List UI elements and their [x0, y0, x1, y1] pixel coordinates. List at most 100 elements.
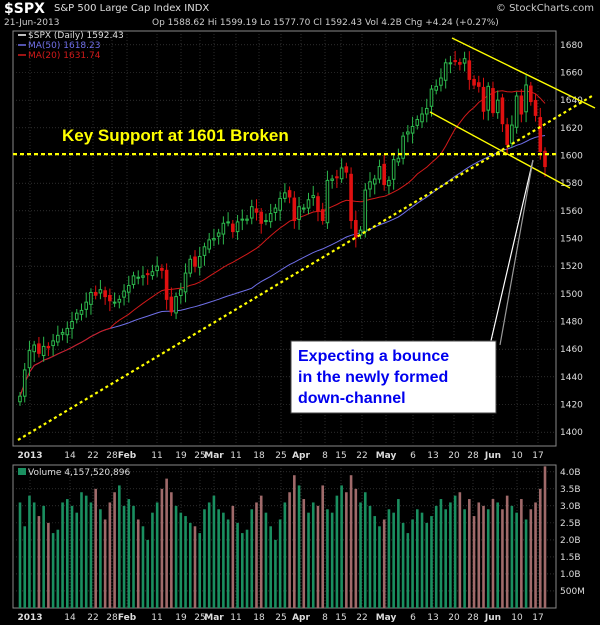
- volume-bar: [23, 526, 27, 608]
- price-y-tick-label: 1440: [560, 373, 583, 383]
- candle-body: [363, 189, 368, 232]
- volume-bar: [269, 526, 272, 608]
- candle-body: [372, 178, 377, 185]
- candle: [273, 203, 278, 221]
- callout-pointer-a: [489, 159, 534, 346]
- candle-body: [335, 176, 339, 179]
- volume-bar: [302, 499, 306, 608]
- candle-body: [443, 62, 448, 81]
- candle: [292, 191, 297, 229]
- candle: [330, 174, 334, 189]
- x-tick-label: 13: [427, 613, 438, 623]
- candle: [56, 325, 60, 347]
- candle: [311, 185, 316, 206]
- candle-body: [330, 178, 334, 181]
- channel-upper-line: [451, 37, 596, 109]
- candle-body: [396, 157, 401, 163]
- x-tick-label: 17: [532, 451, 543, 461]
- volume-bar: [340, 485, 343, 608]
- volume-bar: [378, 526, 381, 608]
- candle: [259, 208, 264, 234]
- volume-bar: [99, 509, 102, 608]
- candle: [18, 392, 22, 406]
- candle-body: [543, 150, 547, 168]
- price-y-tick-label: 1660: [560, 69, 583, 79]
- volume-bar: [103, 519, 107, 608]
- candle-body: [65, 327, 70, 336]
- candle-body: [529, 85, 533, 103]
- candle-body: [240, 218, 245, 221]
- candle-body: [349, 173, 353, 222]
- x-tick-label: 8: [322, 451, 328, 461]
- x-tick-label: 28: [467, 451, 479, 461]
- candle-body: [467, 60, 472, 80]
- candle: [51, 333, 55, 356]
- candle: [453, 50, 457, 66]
- stockcharts-watermark: © StockCharts.com: [495, 3, 594, 14]
- candle: [424, 98, 429, 123]
- x-tick-label: 22: [87, 613, 98, 623]
- candle-body: [510, 124, 514, 144]
- candle: [529, 81, 533, 106]
- candle: [443, 58, 448, 89]
- candle: [358, 226, 363, 240]
- volume-bar: [288, 492, 291, 608]
- volume-bar: [278, 519, 282, 608]
- volume-bar: [18, 502, 22, 608]
- candle: [368, 172, 372, 198]
- candle-body: [514, 95, 519, 128]
- x-tick-label: Jun: [484, 451, 501, 461]
- candle: [84, 292, 89, 318]
- candle-body: [160, 267, 164, 271]
- candle-body: [183, 272, 188, 293]
- candle: [462, 51, 467, 72]
- x-tick-label: 11: [230, 613, 241, 623]
- candle: [406, 125, 410, 143]
- volume-bar: [231, 505, 235, 608]
- volume-bar: [453, 495, 457, 608]
- volume-bar: [37, 516, 41, 608]
- volume-bar: [65, 499, 69, 608]
- volume-bar: [132, 505, 135, 608]
- volume-bar: [349, 475, 353, 608]
- candle: [103, 286, 107, 305]
- candle: [150, 264, 155, 280]
- volume-bar: [363, 492, 367, 608]
- x-tick-label: Mar: [204, 613, 224, 623]
- candle-body: [145, 273, 150, 276]
- candle: [98, 280, 103, 300]
- candle-body: [150, 271, 155, 277]
- candle: [377, 159, 382, 184]
- callout-text-line: down-channel: [298, 390, 406, 407]
- candle-body: [533, 99, 538, 116]
- candle-body: [32, 344, 36, 353]
- volume-bar: [255, 502, 258, 608]
- candle-body: [453, 60, 457, 63]
- volume-bar: [515, 512, 518, 608]
- channel-lower-line: [429, 111, 571, 189]
- candle: [93, 285, 98, 300]
- ma20-line: [19, 90, 546, 397]
- candle: [46, 342, 51, 357]
- candle: [235, 214, 240, 240]
- price-y-tick-label: 1680: [560, 41, 583, 51]
- candle-body: [169, 296, 174, 313]
- candle-body: [391, 159, 396, 180]
- volume-bar: [28, 495, 31, 608]
- volume-bars: [18, 466, 547, 608]
- price-y-tick-label: 1640: [560, 96, 583, 106]
- candle: [70, 311, 74, 339]
- x-tick-label: 15: [335, 613, 346, 623]
- volume-bar: [108, 502, 112, 608]
- candle-body: [344, 166, 349, 173]
- volume-bar: [543, 466, 547, 608]
- candle-body: [311, 195, 316, 199]
- volume-bar: [80, 492, 83, 608]
- candle: [458, 58, 462, 71]
- candle-body: [439, 77, 443, 86]
- price-y-tick-label: 1620: [560, 124, 583, 134]
- candle: [429, 84, 434, 117]
- candle: [391, 152, 396, 190]
- candle-body: [46, 345, 51, 349]
